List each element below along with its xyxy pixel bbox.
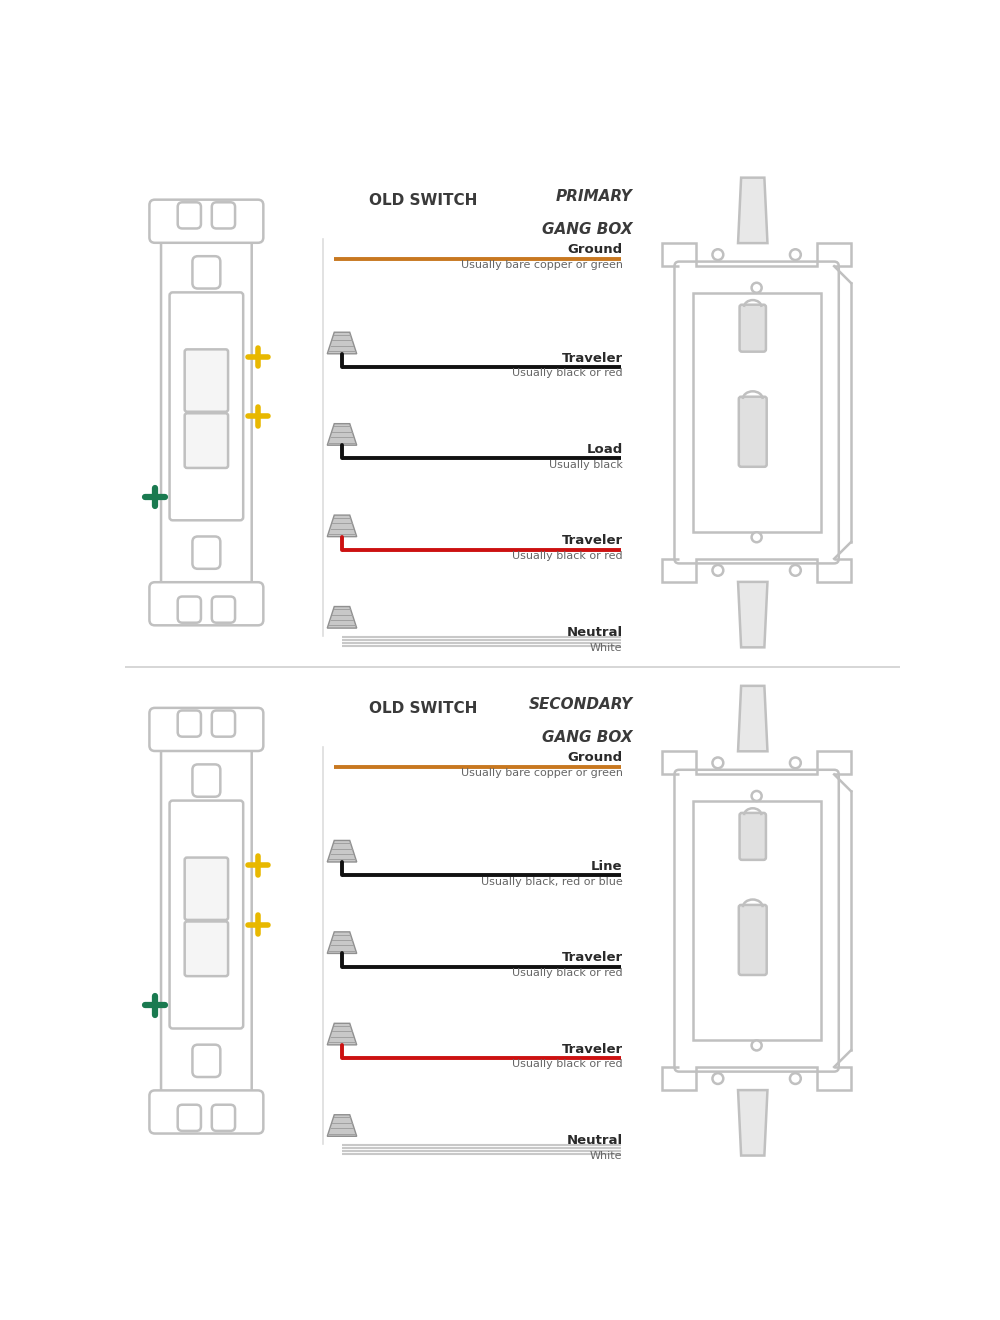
FancyBboxPatch shape [212, 1105, 235, 1131]
Circle shape [752, 282, 762, 293]
Text: OLD SWITCH: OLD SWITCH [369, 193, 478, 209]
FancyBboxPatch shape [185, 413, 228, 469]
Circle shape [752, 791, 762, 801]
Text: Traveler: Traveler [561, 1043, 623, 1056]
Circle shape [712, 758, 723, 768]
FancyBboxPatch shape [693, 293, 821, 532]
Polygon shape [327, 515, 357, 537]
Text: Usually black, red or blue: Usually black, red or blue [481, 876, 623, 887]
FancyBboxPatch shape [178, 710, 201, 737]
Text: Traveler: Traveler [561, 535, 623, 548]
Text: Ground: Ground [567, 751, 623, 764]
Polygon shape [327, 932, 357, 953]
Circle shape [790, 758, 801, 768]
Text: Usually black or red: Usually black or red [512, 1060, 623, 1069]
Polygon shape [738, 686, 767, 751]
FancyBboxPatch shape [192, 764, 220, 797]
Text: Neutral: Neutral [566, 1134, 623, 1147]
Text: White: White [590, 643, 623, 652]
FancyBboxPatch shape [185, 858, 228, 920]
Circle shape [712, 1073, 723, 1084]
FancyBboxPatch shape [149, 708, 263, 751]
Text: GANG BOX: GANG BOX [542, 730, 633, 744]
FancyBboxPatch shape [739, 906, 767, 975]
Text: Usually bare copper or green: Usually bare copper or green [461, 768, 623, 779]
FancyBboxPatch shape [740, 305, 766, 351]
FancyBboxPatch shape [185, 921, 228, 977]
FancyBboxPatch shape [178, 1105, 201, 1131]
Polygon shape [327, 424, 357, 445]
FancyBboxPatch shape [178, 597, 201, 623]
Text: Usually black or red: Usually black or red [512, 552, 623, 561]
FancyBboxPatch shape [212, 710, 235, 737]
Text: OLD SWITCH: OLD SWITCH [369, 701, 478, 717]
FancyBboxPatch shape [185, 350, 228, 412]
Text: PRIMARY: PRIMARY [556, 189, 633, 205]
FancyBboxPatch shape [674, 261, 839, 564]
FancyBboxPatch shape [178, 202, 201, 228]
Circle shape [752, 1040, 762, 1051]
Circle shape [790, 565, 801, 576]
FancyBboxPatch shape [161, 223, 252, 602]
FancyBboxPatch shape [161, 731, 252, 1110]
Text: Load: Load [586, 444, 623, 455]
Text: Line: Line [591, 859, 623, 873]
Circle shape [790, 249, 801, 260]
Polygon shape [327, 841, 357, 862]
Polygon shape [327, 607, 357, 628]
Text: Usually black or red: Usually black or red [512, 968, 623, 978]
Polygon shape [327, 1114, 357, 1137]
Polygon shape [738, 582, 767, 647]
Text: SECONDARY: SECONDARY [528, 697, 633, 713]
Text: Usually bare copper or green: Usually bare copper or green [461, 260, 623, 271]
Circle shape [790, 1073, 801, 1084]
Text: Neutral: Neutral [566, 626, 623, 639]
Circle shape [712, 565, 723, 576]
FancyBboxPatch shape [149, 199, 263, 243]
Circle shape [752, 532, 762, 543]
FancyBboxPatch shape [739, 397, 767, 467]
Polygon shape [327, 1023, 357, 1045]
FancyBboxPatch shape [149, 582, 263, 626]
Polygon shape [738, 1090, 767, 1155]
FancyBboxPatch shape [192, 256, 220, 289]
Text: Traveler: Traveler [561, 952, 623, 964]
FancyBboxPatch shape [149, 1090, 263, 1134]
FancyBboxPatch shape [693, 801, 821, 1040]
Polygon shape [738, 178, 767, 243]
Polygon shape [327, 333, 357, 354]
FancyBboxPatch shape [740, 813, 766, 859]
FancyBboxPatch shape [192, 536, 220, 569]
Circle shape [712, 249, 723, 260]
FancyBboxPatch shape [674, 770, 839, 1072]
Text: GANG BOX: GANG BOX [542, 222, 633, 236]
FancyBboxPatch shape [192, 1044, 220, 1077]
Text: Usually black: Usually black [549, 459, 623, 470]
Text: White: White [590, 1151, 623, 1160]
FancyBboxPatch shape [212, 202, 235, 228]
FancyBboxPatch shape [170, 800, 243, 1028]
Text: Traveler: Traveler [561, 351, 623, 364]
FancyBboxPatch shape [170, 293, 243, 520]
FancyBboxPatch shape [212, 597, 235, 623]
Text: Usually black or red: Usually black or red [512, 368, 623, 379]
Text: Ground: Ground [567, 243, 623, 256]
